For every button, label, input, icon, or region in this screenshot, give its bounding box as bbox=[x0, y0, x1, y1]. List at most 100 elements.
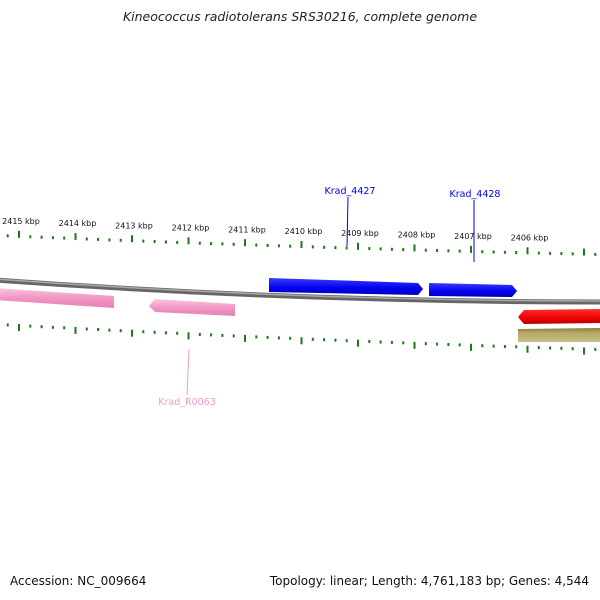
ruler-minor-tick bbox=[481, 250, 484, 254]
ruler-minor-tick bbox=[492, 250, 495, 254]
inner-minor-tick bbox=[447, 343, 450, 346]
ruler-minor-tick bbox=[210, 242, 213, 246]
inner-ruler bbox=[6, 323, 597, 355]
ruler-minor-tick bbox=[323, 245, 326, 249]
ruler-minor-tick bbox=[447, 249, 450, 253]
inner-minor-tick bbox=[458, 343, 461, 347]
ruler-major-tick bbox=[244, 239, 246, 247]
inner-major-tick bbox=[357, 339, 359, 347]
accession-text: Accession: NC_009664 bbox=[10, 574, 147, 588]
krad-r0063-leader bbox=[186, 348, 190, 396]
inner-minor-tick bbox=[402, 341, 405, 345]
inner-minor-tick bbox=[436, 342, 439, 346]
inner-major-tick bbox=[526, 345, 529, 353]
inner-minor-tick bbox=[266, 335, 269, 339]
ruler-tick-label: 2406 kbp bbox=[511, 233, 549, 242]
inner-minor-tick bbox=[311, 337, 314, 341]
inner-minor-tick bbox=[198, 332, 201, 336]
inner-minor-tick bbox=[549, 346, 552, 350]
feature-pink-left[interactable] bbox=[0, 288, 114, 308]
ruler-major-tick bbox=[300, 241, 303, 248]
inner-minor-tick bbox=[492, 344, 495, 348]
inner-minor-tick bbox=[29, 324, 32, 328]
inner-minor-tick bbox=[119, 329, 122, 333]
ruler-minor-tick bbox=[537, 251, 540, 255]
inner-minor-tick bbox=[108, 328, 111, 332]
ruler-minor-tick bbox=[379, 247, 382, 251]
outer-ruler: 2415 kbp 2414 kbp 2413 kbp 2412 kbp 2411 kbp… bbox=[2, 217, 597, 256]
krad-4427-leader bbox=[346, 196, 349, 247]
ruler-minor-tick bbox=[560, 252, 563, 256]
ruler-major-tick bbox=[187, 237, 190, 245]
ruler-tick-label: 2414 kbp bbox=[59, 219, 97, 228]
ruler-minor-tick bbox=[255, 243, 258, 247]
feature-red-right-arrow[interactable] bbox=[518, 309, 600, 324]
ruler-minor-tick bbox=[6, 234, 9, 238]
krad-4428-label[interactable]: Krad_4428 bbox=[450, 189, 501, 200]
ruler-minor-tick bbox=[503, 250, 506, 254]
ruler-major-tick bbox=[583, 248, 585, 256]
ruler-minor-tick bbox=[29, 235, 32, 239]
inner-major-tick bbox=[187, 332, 190, 340]
feature-krad-r0063-arrow[interactable] bbox=[149, 299, 235, 316]
inner-minor-tick bbox=[97, 328, 100, 331]
feature-krad-4427-arrow[interactable] bbox=[269, 278, 423, 295]
ruler-minor-tick bbox=[289, 244, 292, 248]
ruler-tick-label: 2409 kbp bbox=[341, 229, 379, 238]
inner-minor-tick bbox=[221, 333, 224, 337]
inner-minor-tick bbox=[481, 344, 484, 348]
inner-minor-tick bbox=[537, 346, 540, 350]
inner-major-tick bbox=[74, 326, 77, 334]
map-title: Kineococcus radiotolerans SRS30216, comp… bbox=[122, 9, 478, 24]
krad-r0063-label[interactable]: Krad_R0063 bbox=[158, 397, 216, 408]
ruler-minor-tick bbox=[334, 246, 337, 250]
inner-minor-tick bbox=[232, 334, 235, 338]
ruler-major-tick bbox=[18, 230, 20, 238]
inner-major-tick bbox=[244, 334, 246, 342]
inner-minor-tick bbox=[210, 333, 213, 337]
inner-major-tick bbox=[583, 347, 585, 355]
inner-minor-tick bbox=[594, 347, 597, 351]
ruler-minor-tick bbox=[390, 247, 393, 251]
ruler-minor-tick bbox=[424, 248, 427, 252]
inner-major-tick bbox=[470, 343, 472, 351]
topology-summary: Topology: linear; Length: 4,761,183 bp; … bbox=[269, 574, 589, 588]
inner-major-tick bbox=[413, 341, 416, 349]
inner-minor-tick bbox=[277, 336, 280, 340]
ruler-minor-tick bbox=[40, 235, 43, 239]
inner-minor-tick bbox=[164, 331, 167, 335]
ruler-tick-label: 2410 kbp bbox=[285, 227, 323, 236]
inner-minor-tick bbox=[503, 345, 506, 348]
inner-minor-tick bbox=[560, 346, 563, 350]
inner-minor-tick bbox=[368, 340, 371, 343]
ruler-major-tick bbox=[413, 244, 416, 252]
ruler-tick-label: 2407 kbp bbox=[454, 232, 492, 241]
inner-minor-tick bbox=[571, 347, 574, 351]
ruler-tick-label: 2413 kbp bbox=[115, 221, 153, 230]
inner-minor-tick bbox=[63, 326, 66, 330]
ruler-minor-tick bbox=[164, 240, 167, 244]
inner-minor-tick bbox=[424, 342, 427, 346]
feature-olive-right[interactable] bbox=[518, 328, 600, 342]
inner-minor-tick bbox=[345, 339, 348, 343]
ruler-major-tick bbox=[74, 233, 77, 241]
ruler-major-tick bbox=[131, 235, 133, 243]
genome-backbone bbox=[0, 277, 600, 305]
ruler-tick-label: 2415 kbp bbox=[2, 217, 40, 226]
krad-4427-label[interactable]: Krad_4427 bbox=[325, 186, 376, 197]
inner-minor-tick bbox=[289, 336, 292, 340]
ruler-minor-tick bbox=[515, 251, 518, 255]
ruler-minor-tick bbox=[198, 241, 201, 245]
ruler-minor-tick bbox=[345, 246, 348, 250]
feature-krad-4428-arrow[interactable] bbox=[429, 283, 517, 297]
ruler-minor-tick bbox=[63, 236, 66, 240]
inner-minor-tick bbox=[142, 330, 145, 334]
ruler-minor-tick bbox=[142, 239, 145, 243]
inner-major-tick bbox=[131, 329, 133, 337]
inner-minor-tick bbox=[40, 325, 43, 329]
ruler-minor-tick bbox=[51, 236, 54, 240]
ruler-minor-tick bbox=[594, 252, 597, 256]
inner-minor-tick bbox=[334, 338, 337, 342]
ruler-minor-tick bbox=[549, 251, 552, 255]
